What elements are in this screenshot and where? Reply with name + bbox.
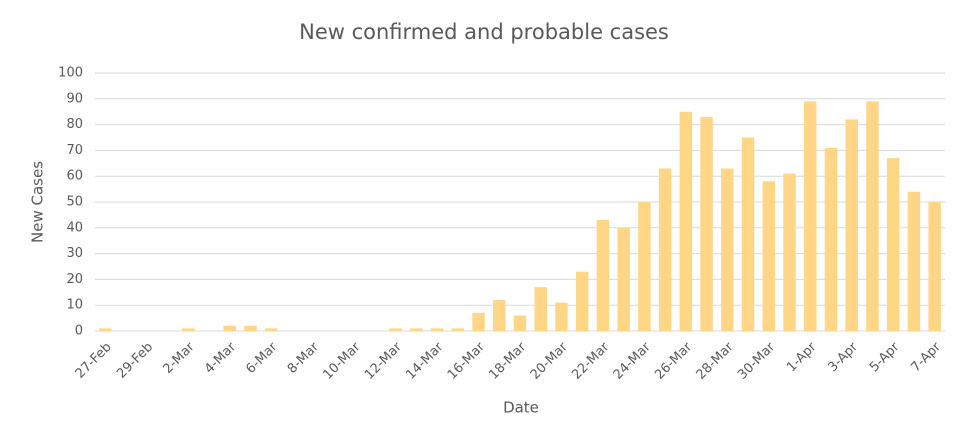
bar xyxy=(617,227,630,331)
y-tick-label: 70 xyxy=(66,143,83,158)
bar xyxy=(265,328,278,331)
bar xyxy=(451,328,465,331)
bar xyxy=(700,116,713,331)
bar xyxy=(389,328,402,331)
bar xyxy=(679,111,693,331)
bar xyxy=(638,202,651,331)
y-tick-label: 50 xyxy=(66,195,83,210)
y-tick-label: 20 xyxy=(66,272,83,287)
bar xyxy=(99,328,112,331)
bar xyxy=(513,315,527,331)
y-tick-label: 60 xyxy=(66,169,83,184)
bar xyxy=(658,168,672,331)
y-tick-label: 40 xyxy=(66,220,83,235)
bar xyxy=(886,158,900,331)
bar xyxy=(410,328,423,331)
bar xyxy=(534,287,547,331)
bar xyxy=(223,325,236,331)
y-tick-label: 100 xyxy=(58,66,83,81)
bar xyxy=(741,137,755,331)
bar xyxy=(430,328,444,331)
bar xyxy=(845,119,858,331)
bar xyxy=(928,202,941,331)
x-axis-label: Date xyxy=(503,399,539,417)
chart-title: New confirmed and probable cases xyxy=(299,20,669,44)
bar xyxy=(555,302,568,331)
bar xyxy=(762,181,775,331)
bar xyxy=(472,312,485,331)
y-tick-label: 90 xyxy=(66,91,83,106)
y-tick-label: 10 xyxy=(66,298,83,313)
bar xyxy=(866,101,879,331)
bar xyxy=(596,220,610,331)
bar xyxy=(493,300,506,331)
bar xyxy=(804,101,817,331)
bar xyxy=(824,147,838,331)
y-tick-label: 80 xyxy=(66,117,83,132)
bar xyxy=(244,325,257,331)
y-tick-label: 0 xyxy=(75,324,83,339)
y-axis-label: New Cases xyxy=(29,161,47,243)
bar xyxy=(182,328,195,331)
y-tick-label: 30 xyxy=(66,246,83,261)
bar xyxy=(575,271,589,331)
bar xyxy=(721,168,734,331)
bar xyxy=(783,173,796,331)
bar xyxy=(907,191,921,331)
